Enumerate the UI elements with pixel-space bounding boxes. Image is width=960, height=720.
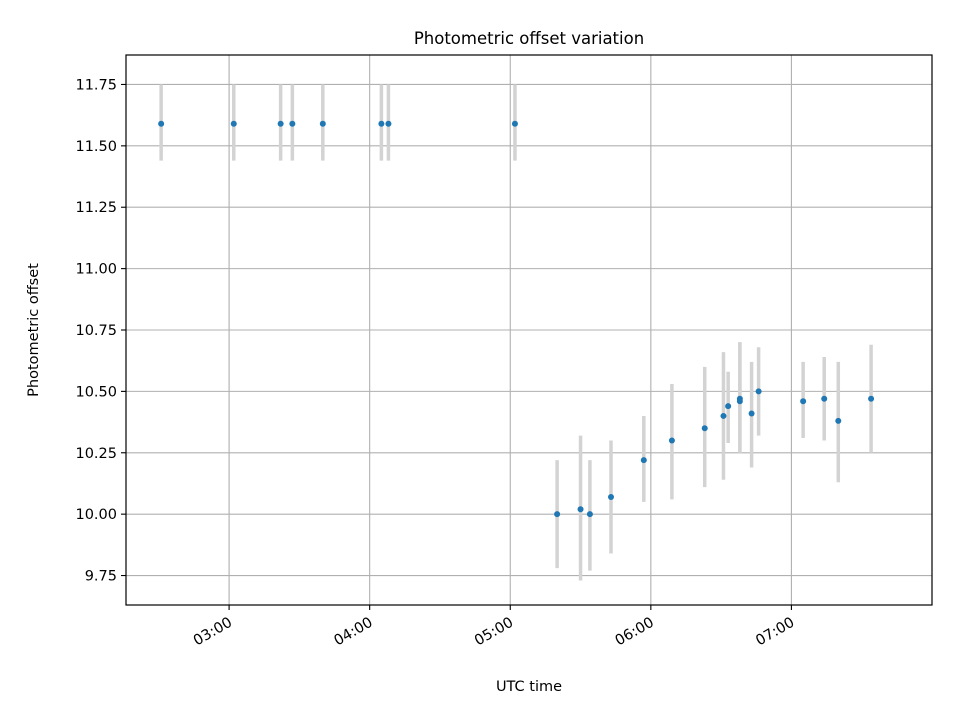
data-point: [668, 437, 675, 444]
data-point: [378, 120, 385, 127]
data-point: [577, 506, 584, 513]
data-point: [835, 417, 842, 424]
data-point: [748, 410, 755, 417]
data-point: [511, 120, 518, 127]
y-tick-label: 9.75: [85, 569, 117, 585]
chart-title: Photometric offset variation: [414, 29, 644, 48]
data-point: [755, 388, 762, 395]
data-point: [701, 425, 708, 432]
y-tick-label: 10.50: [75, 384, 117, 400]
data-point: [319, 120, 326, 127]
y-tick-label: 10.75: [75, 323, 117, 339]
data-point: [608, 493, 615, 500]
y-tick-label: 10.25: [75, 446, 117, 462]
data-point: [289, 120, 296, 127]
y-tick-label: 11.00: [75, 262, 117, 278]
data-point: [385, 120, 392, 127]
point-layer: [158, 120, 875, 518]
data-point: [725, 403, 732, 410]
data-point: [640, 457, 647, 464]
y-axis-label: Photometric offset: [26, 263, 42, 397]
data-point: [800, 398, 807, 405]
data-point: [821, 395, 828, 402]
y-tick-label: 11.25: [75, 200, 117, 216]
y-tick-label: 11.75: [75, 77, 117, 93]
data-point: [736, 398, 743, 405]
data-point: [158, 120, 165, 127]
data-point: [720, 412, 727, 419]
y-tick-label: 10.00: [75, 507, 117, 523]
data-point: [277, 120, 284, 127]
grid-layer: [126, 55, 932, 605]
data-point: [586, 511, 593, 518]
x-axis-label: UTC time: [496, 679, 562, 695]
data-point: [554, 511, 561, 518]
data-point: [868, 395, 875, 402]
y-tick-label: 11.50: [75, 139, 117, 155]
data-point: [230, 120, 237, 127]
